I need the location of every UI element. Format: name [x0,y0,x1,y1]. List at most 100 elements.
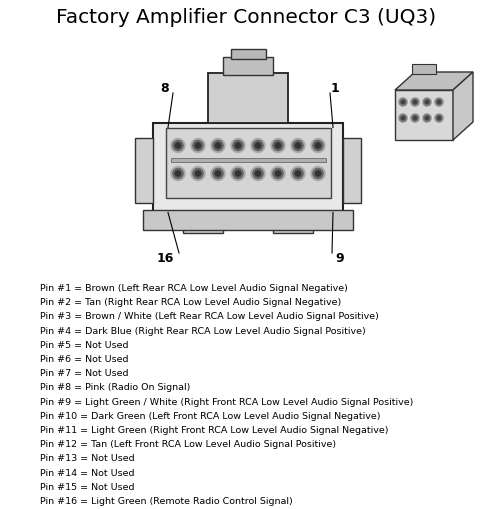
Circle shape [231,166,245,181]
Circle shape [295,171,301,176]
Circle shape [295,143,301,148]
Circle shape [213,140,223,151]
Text: Pin #2 = Tan (Right Rear RCA Low Level Audio Signal Negative): Pin #2 = Tan (Right Rear RCA Low Level A… [40,298,341,307]
Circle shape [293,168,303,179]
Circle shape [193,140,203,151]
Bar [143,210,353,230]
Bar [171,157,325,161]
Text: Pin #9 = Light Green / White (Right Front RCA Low Level Audio Signal Positive): Pin #9 = Light Green / White (Right Fron… [40,398,413,407]
Text: 9: 9 [336,251,344,265]
Circle shape [273,140,283,151]
Circle shape [251,138,265,153]
Circle shape [413,116,417,120]
Circle shape [231,138,245,153]
Circle shape [316,171,320,176]
Circle shape [291,138,305,153]
Text: Pin #1 = Brown (Left Rear RCA Low Level Audio Signal Negative): Pin #1 = Brown (Left Rear RCA Low Level … [40,284,348,293]
Bar [208,72,288,123]
Bar [135,137,153,203]
Text: Pin #5 = Not Used: Pin #5 = Not Used [40,341,129,350]
Circle shape [316,143,320,148]
Circle shape [291,166,305,181]
Text: Pin #6 = Not Used: Pin #6 = Not Used [40,355,129,364]
Circle shape [235,143,241,148]
Circle shape [195,143,201,148]
Circle shape [191,138,205,153]
Text: Pin #13 = Not Used: Pin #13 = Not Used [40,455,135,463]
Circle shape [211,138,225,153]
Polygon shape [395,72,473,90]
Circle shape [423,114,431,122]
Circle shape [275,143,281,148]
Text: Pin #7 = Not Used: Pin #7 = Not Used [40,369,129,378]
Circle shape [411,98,419,106]
Circle shape [251,166,265,181]
Circle shape [411,114,419,122]
Circle shape [215,143,221,148]
Circle shape [435,114,443,122]
Bar [223,56,273,74]
Circle shape [213,168,223,179]
Text: 16: 16 [156,251,174,265]
Circle shape [437,100,441,104]
Text: Pin #11 = Light Green (Right Front RCA Low Level Audio Signal Negative): Pin #11 = Light Green (Right Front RCA L… [40,426,388,435]
Bar [273,214,313,233]
Circle shape [193,168,203,179]
Circle shape [435,98,443,106]
Circle shape [437,116,441,120]
Circle shape [313,140,323,151]
Text: Pin #10 = Dark Green (Left Front RCA Low Level Audio Signal Negative): Pin #10 = Dark Green (Left Front RCA Low… [40,412,381,421]
Circle shape [271,138,285,153]
Circle shape [275,171,281,176]
Circle shape [215,171,221,176]
Circle shape [171,138,185,153]
Text: 8: 8 [161,81,169,95]
Circle shape [311,138,325,153]
Circle shape [171,166,185,181]
Circle shape [413,100,417,104]
Circle shape [401,100,405,104]
Circle shape [399,114,407,122]
Text: Pin #8 = Pink (Radio On Signal): Pin #8 = Pink (Radio On Signal) [40,383,190,392]
Circle shape [235,171,241,176]
Bar [231,48,266,59]
Bar [166,127,330,197]
Bar [395,90,453,140]
Text: Pin #14 = Not Used: Pin #14 = Not Used [40,469,135,477]
Circle shape [293,140,303,151]
Circle shape [423,98,431,106]
Circle shape [253,168,263,179]
Circle shape [271,166,285,181]
Text: Pin #16 = Light Green (Remote Radio Control Signal): Pin #16 = Light Green (Remote Radio Cont… [40,497,293,506]
Circle shape [401,116,405,120]
Bar [183,214,223,233]
Circle shape [233,168,243,179]
Circle shape [253,140,263,151]
Circle shape [176,171,180,176]
Text: Pin #4 = Dark Blue (Right Rear RCA Low Level Audio Signal Positive): Pin #4 = Dark Blue (Right Rear RCA Low L… [40,327,366,335]
Circle shape [425,100,429,104]
Circle shape [399,98,407,106]
Circle shape [311,166,325,181]
Text: Pin #3 = Brown / White (Left Rear RCA Low Level Audio Signal Positive): Pin #3 = Brown / White (Left Rear RCA Lo… [40,313,379,321]
Circle shape [233,140,243,151]
Circle shape [273,168,283,179]
Circle shape [173,168,183,179]
Text: Pin #15 = Not Used: Pin #15 = Not Used [40,483,135,492]
Circle shape [191,166,205,181]
Circle shape [425,116,429,120]
Circle shape [176,143,180,148]
Text: 1: 1 [331,81,339,95]
Text: Factory Amplifier Connector C3 (UQ3): Factory Amplifier Connector C3 (UQ3) [56,8,437,27]
Circle shape [195,171,201,176]
Circle shape [211,166,225,181]
Bar [343,137,361,203]
Circle shape [313,168,323,179]
Circle shape [255,171,261,176]
Bar [412,64,436,74]
Polygon shape [453,72,473,140]
Text: Pin #12 = Tan (Left Front RCA Low Level Audio Signal Positive): Pin #12 = Tan (Left Front RCA Low Level … [40,440,336,449]
Bar [153,123,343,217]
Circle shape [255,143,261,148]
Circle shape [173,140,183,151]
